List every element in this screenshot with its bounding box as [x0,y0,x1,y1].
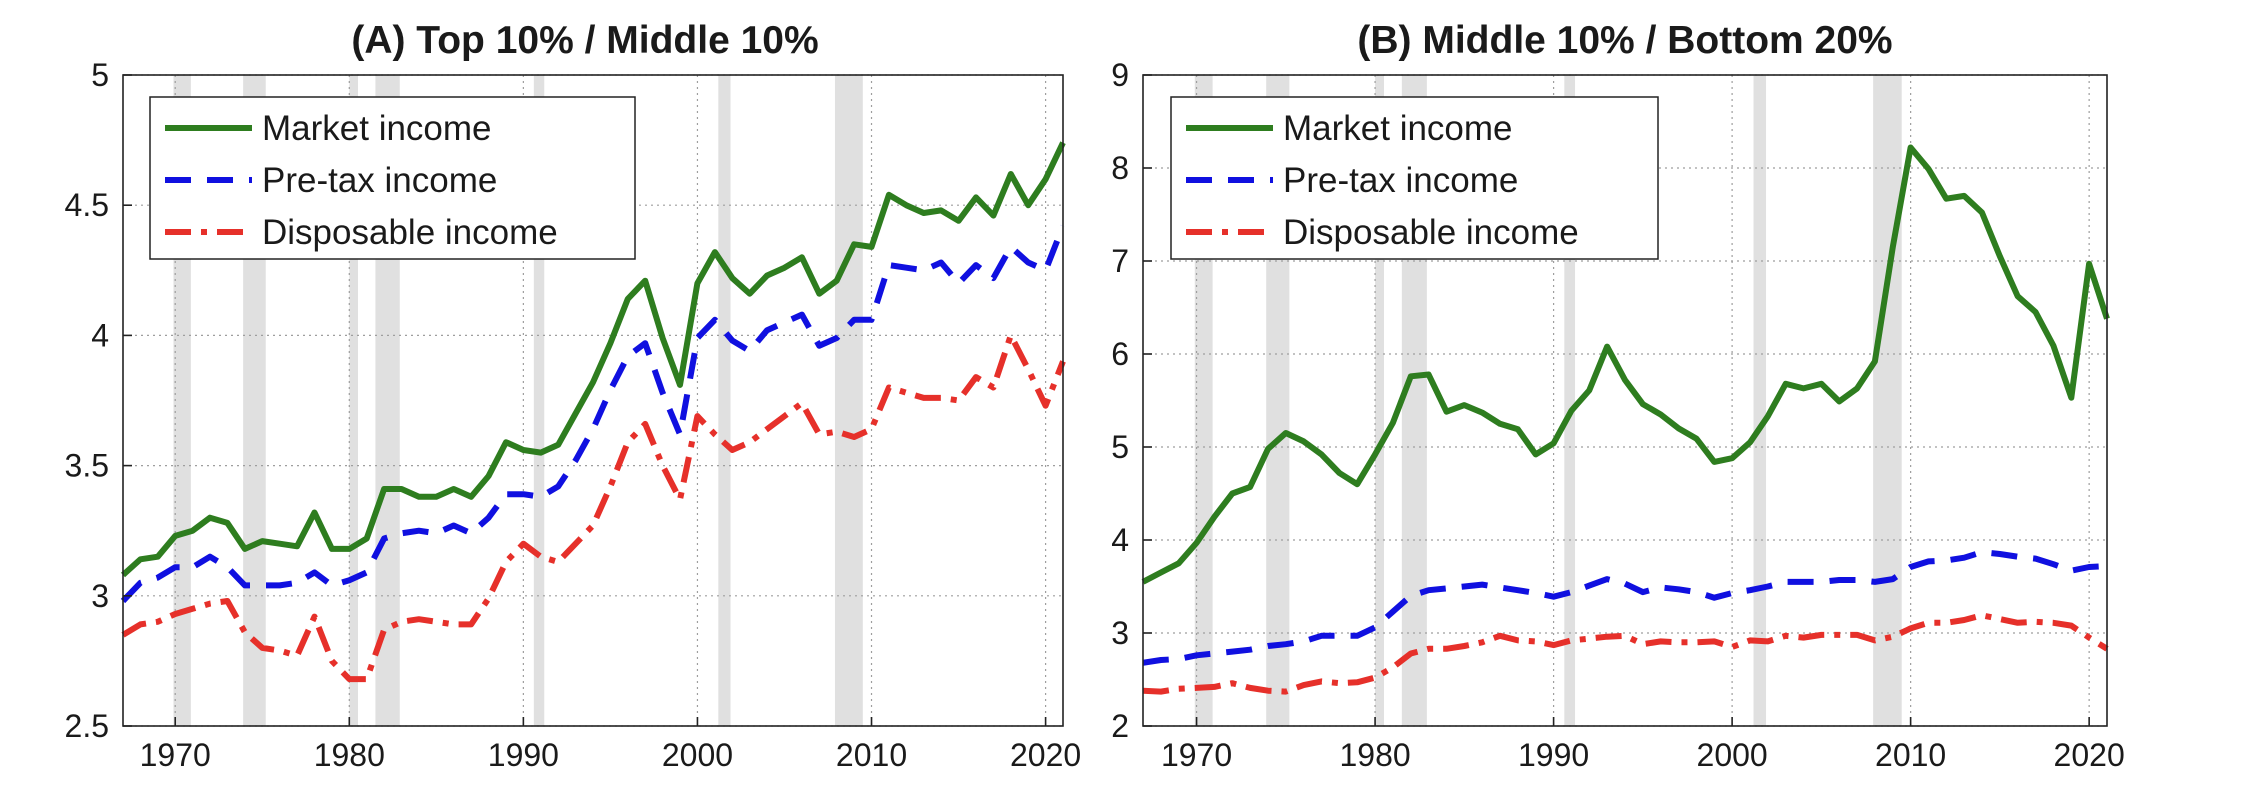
recession-band [834,75,863,726]
series-line-pretax [120,224,1066,604]
x-tick-label: 2000 [662,737,733,773]
ticks-a: 1970 1980 1990 2000 2010 2020 2.5 3 3.5 4 4.5 5 [65,57,1082,773]
axes-frame-b [1142,74,2108,727]
recession-band [1873,75,1902,726]
x-tick-label: 1990 [488,737,559,773]
axes-frame-a [122,74,1064,727]
series-a [120,141,1066,683]
legend-label-disposable: Disposable income [1283,213,1579,252]
panel-b: (B) Middle 10% / Bottom 20% 1970 1980 1990… [1111,19,2125,773]
ticks-b: 1970 1980 1990 2000 2010 2020 2 3 4 5 6 7 8 9 [1111,57,2125,773]
y-tick-label: 8 [1111,150,1129,186]
y-tick-label: 5 [91,57,109,93]
x-tick-label: 2020 [2054,737,2125,773]
recession-band [1564,75,1576,726]
panel-a-title: (A) Top 10% / Middle 10% [351,19,818,62]
x-tick-label: 1970 [1161,737,1232,773]
series-line-market [1141,144,2110,585]
x-tick-label: 2020 [1010,737,1081,773]
x-tick-label: 1980 [1339,737,1410,773]
recession-band [1375,75,1384,726]
legend-label-pretax: Pre-tax income [1283,161,1518,200]
x-tick-label: 1970 [140,737,211,773]
panel-a: (A) Top 10% / Middle 10% 1970 1980 1990 200… [65,19,1082,773]
recession-band [349,75,358,726]
recession-band [718,75,731,726]
x-tick-label: 2010 [836,737,907,773]
x-tick-label: 2000 [1697,737,1768,773]
x-tick-label: 1990 [1518,737,1589,773]
y-tick-label: 4 [91,317,109,353]
legend-b: Market income Pre-tax income Disposable … [1170,96,1659,260]
legend-label-pretax: Pre-tax income [262,161,497,200]
y-tick-label: 3 [91,578,109,614]
legend-a: Market income Pre-tax income Disposable … [149,96,636,260]
y-tick-label: 2 [1111,708,1129,744]
series-b [1141,144,2110,695]
y-tick-label: 9 [1111,57,1129,93]
y-tick-label: 3 [1111,615,1129,651]
legend-label-market: Market income [262,109,492,148]
y-tick-label: 7 [1111,243,1129,279]
series-line-disposable [1142,612,2109,695]
legend-label-disposable: Disposable income [262,213,558,252]
x-tick-label: 1980 [314,737,385,773]
panel-b-title: (B) Middle 10% / Bottom 20% [1357,19,1892,62]
y-tick-label: 4 [1111,522,1129,558]
legend-label-market: Market income [1283,109,1513,148]
y-tick-label: 2.5 [65,708,109,744]
series-line-market [120,141,1066,578]
y-tick-label: 5 [1111,429,1129,465]
x-tick-label: 2010 [1875,737,1946,773]
recession-band [533,75,545,726]
y-tick-label: 3.5 [65,448,109,484]
recession-band [1753,75,1767,726]
y-tick-label: 4.5 [65,187,109,223]
y-tick-label: 6 [1111,336,1129,372]
